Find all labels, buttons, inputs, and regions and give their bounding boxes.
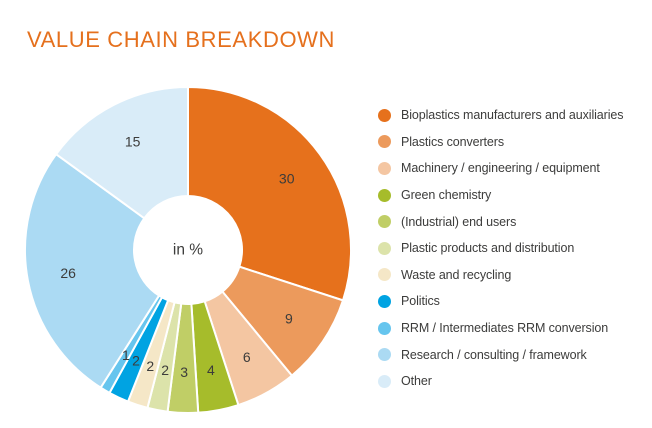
legend-swatch	[378, 135, 391, 149]
legend-item: Machinery / engineering / equipment	[378, 155, 623, 182]
legend-label: Bioplastics manufacturers and auxiliarie…	[401, 108, 624, 123]
legend-label: (Industrial) end users	[401, 214, 517, 229]
legend-item: Waste and recycling	[378, 262, 623, 289]
legend-item: Green chemistry	[378, 182, 623, 209]
legend-label: Plastics converters	[401, 134, 504, 149]
legend-label: Plastic products and distribution	[401, 241, 575, 256]
legend-label: Other	[401, 374, 432, 389]
legend-label: Politics	[401, 294, 440, 309]
legend-label: Green chemistry	[401, 188, 492, 203]
pie-slice	[54, 85, 189, 220]
slice-value-label: 26	[60, 265, 76, 281]
legend-item: Research / consulting / framework	[378, 341, 623, 368]
legend-label: RRM / Intermediates RRM conversion	[401, 321, 609, 336]
slice-value-label: 4	[207, 362, 215, 378]
pie-slice	[23, 152, 161, 390]
legend-item: (Industrial) end users	[378, 208, 623, 235]
slice-value-label: 3	[180, 364, 188, 380]
legend-item: Plastics converters	[378, 129, 623, 156]
legend-swatch	[378, 161, 391, 175]
slice-value-label: 1	[122, 347, 130, 363]
slice-value-label: 2	[132, 352, 140, 368]
legend-item: Bioplastics manufacturers and auxiliarie…	[378, 102, 624, 129]
legend-swatch	[378, 374, 391, 388]
donut-center-label: in %	[173, 242, 203, 259]
donut-slices	[23, 85, 352, 414]
slice-value-label: 2	[146, 358, 154, 374]
chart-legend: Bioplastics manufacturers and auxiliarie…	[378, 102, 624, 395]
legend-swatch	[378, 241, 391, 255]
legend-swatch	[378, 294, 391, 308]
legend-swatch	[378, 321, 391, 335]
slice-value-label: 2	[161, 362, 169, 378]
legend-item: Plastic products and distribution	[378, 235, 623, 262]
slice-value-label: 30	[279, 170, 295, 186]
legend-label: Waste and recycling	[401, 267, 512, 282]
legend-swatch	[378, 108, 391, 122]
legend-item: Politics	[378, 288, 623, 315]
legend-swatch	[378, 348, 391, 362]
page-title: VALUE CHAIN BREAKDOWN	[27, 27, 336, 52]
pie-slice	[187, 85, 352, 302]
slice-value-label: 6	[243, 349, 251, 365]
legend-label: Machinery / engineering / equipment	[401, 161, 600, 176]
slice-value-label: 9	[285, 311, 293, 327]
legend-swatch	[378, 188, 391, 202]
legend-item: RRM / Intermediates RRM conversion	[378, 315, 623, 342]
legend-label: Research / consulting / framework	[401, 347, 587, 362]
legend-item: Other	[378, 368, 623, 395]
legend-swatch	[378, 215, 391, 229]
slice-value-label: 15	[125, 133, 141, 149]
legend-swatch	[378, 268, 391, 282]
